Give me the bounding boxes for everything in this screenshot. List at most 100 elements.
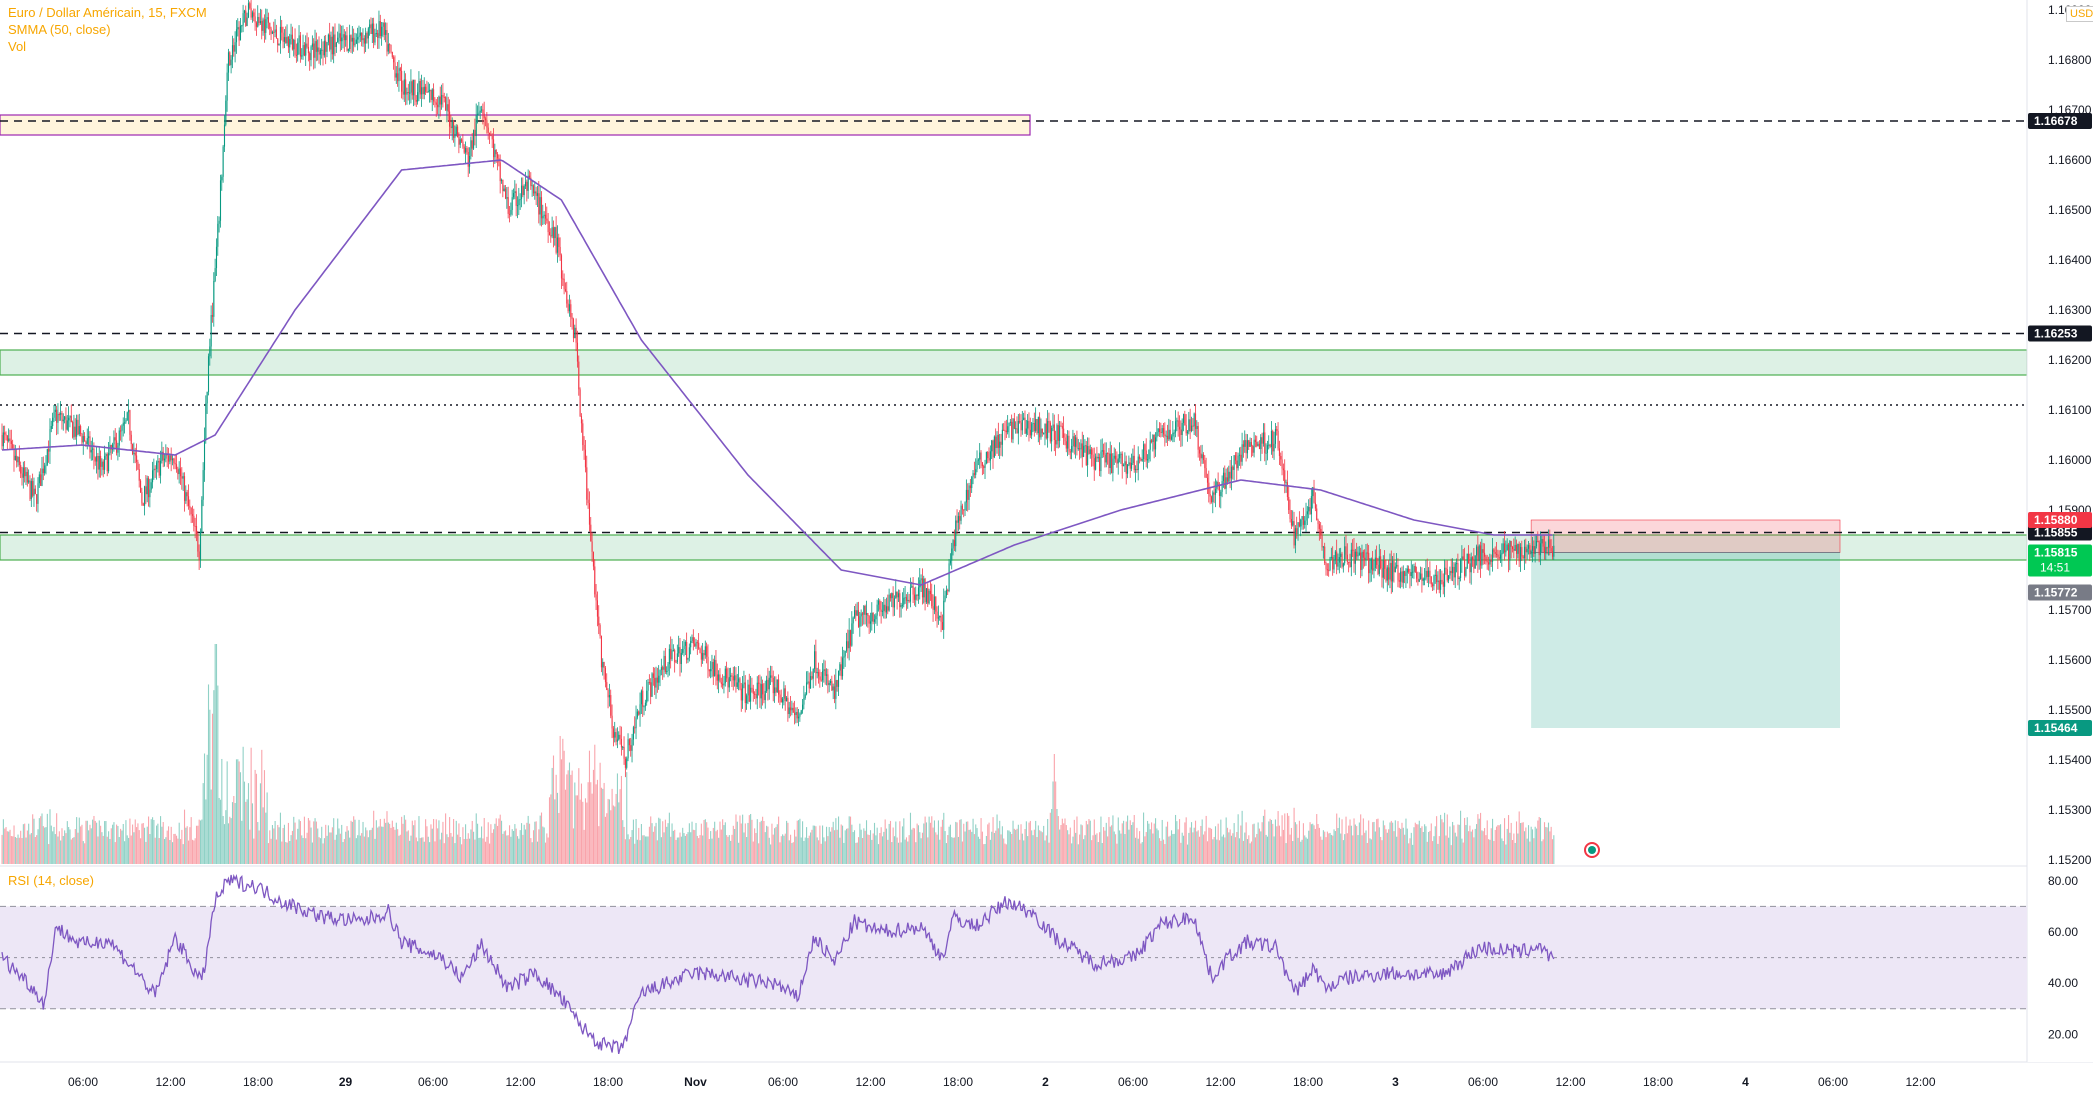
candle-body xyxy=(856,610,858,616)
candle-body xyxy=(538,193,540,215)
candle-body xyxy=(1513,548,1515,551)
candle-body xyxy=(58,414,60,416)
volume-bar xyxy=(1221,836,1223,864)
candle-body xyxy=(433,89,435,102)
candle-body xyxy=(270,28,272,34)
candle-body xyxy=(1217,481,1219,486)
volume-bar xyxy=(1040,831,1042,864)
candle-body xyxy=(703,653,705,656)
volume-bar xyxy=(1016,828,1018,864)
volume-bar xyxy=(598,826,600,864)
volume-bar xyxy=(398,835,400,864)
candle-body xyxy=(615,732,617,742)
candle-body xyxy=(899,593,901,608)
candle-body xyxy=(393,57,395,63)
volume-bar xyxy=(1281,815,1283,864)
volume-bar xyxy=(170,826,172,864)
volume-bar xyxy=(810,832,812,864)
volume-bar xyxy=(389,823,391,864)
volume-bar xyxy=(257,822,259,864)
volume-bar xyxy=(1020,824,1022,864)
candle-body xyxy=(979,452,981,460)
candle-body xyxy=(22,467,24,478)
volume-bar xyxy=(510,836,512,864)
volume-bar xyxy=(1344,834,1346,864)
candle-body xyxy=(154,468,156,470)
candle-body xyxy=(754,693,756,695)
candle-body xyxy=(1325,563,1327,570)
candle-body xyxy=(25,471,27,477)
candle-body xyxy=(1238,454,1241,456)
candle-body xyxy=(249,3,251,9)
candle-body xyxy=(251,12,254,18)
volume-bar xyxy=(646,836,648,864)
candle-body xyxy=(1480,545,1482,566)
candle-body xyxy=(1039,417,1041,438)
volume-bar xyxy=(311,842,313,864)
volume-bar xyxy=(551,767,553,864)
candle-body xyxy=(262,19,264,31)
candle-body xyxy=(610,695,612,716)
volume-bar xyxy=(973,834,975,864)
candle-body xyxy=(29,480,31,500)
candle-body xyxy=(1402,571,1404,583)
volume-bar xyxy=(1534,826,1536,864)
candle-body xyxy=(550,235,552,237)
candle-body xyxy=(76,419,78,437)
alert-icon[interactable] xyxy=(1584,842,1600,858)
candle-body xyxy=(873,619,876,622)
time-tick-label: 18:00 xyxy=(1293,1075,1323,1089)
volume-bar xyxy=(728,835,730,864)
volume-bar xyxy=(590,782,592,864)
candle-body xyxy=(1185,425,1187,434)
volume-bar xyxy=(532,830,535,864)
volume-bar xyxy=(607,798,609,864)
volume-bar xyxy=(1101,843,1103,864)
candle-body xyxy=(385,30,387,35)
volume-bar xyxy=(682,827,684,864)
volume-bar xyxy=(1087,824,1089,864)
candle-body xyxy=(295,54,297,56)
volume-bar xyxy=(638,827,640,864)
volume-bar xyxy=(852,832,854,864)
volume-bar xyxy=(798,820,800,864)
volume-bar xyxy=(1400,828,1402,864)
candle-body xyxy=(1096,456,1098,459)
candle-body xyxy=(865,613,868,615)
volume-bar xyxy=(1072,836,1074,864)
candle-body xyxy=(257,16,259,27)
volume-bar xyxy=(1324,831,1326,864)
volume-bar xyxy=(1489,839,1491,864)
candle-body xyxy=(146,478,148,495)
currency-badge[interactable]: USD xyxy=(2066,6,2093,22)
candle-body xyxy=(742,684,744,701)
candle-body xyxy=(1477,546,1479,562)
volume-bar xyxy=(563,750,565,864)
candle-body xyxy=(323,40,325,56)
volume-bar xyxy=(1550,826,1552,864)
volume-bar xyxy=(1093,819,1095,864)
candle-body xyxy=(501,179,503,182)
candle-body xyxy=(438,96,440,108)
volume-bar xyxy=(639,840,641,864)
candle-body xyxy=(704,646,706,656)
candle-body xyxy=(28,480,30,483)
volume-bar xyxy=(21,838,23,864)
volume-bar xyxy=(1493,840,1495,864)
candle-body xyxy=(321,49,323,51)
volume-bar xyxy=(664,819,666,864)
volume-bar xyxy=(1547,822,1550,864)
zone-1 xyxy=(0,349,2028,376)
volume-bar xyxy=(1092,835,1094,864)
candle-body xyxy=(1214,488,1217,495)
volume-bar xyxy=(1436,816,1438,864)
time-tick-label: 4 xyxy=(1742,1075,1749,1089)
candle-body xyxy=(595,594,597,601)
volume-bar xyxy=(76,817,78,864)
volume-bar xyxy=(1198,836,1201,864)
candle-body xyxy=(1457,563,1459,579)
candle-body xyxy=(1004,430,1006,432)
volume-bar xyxy=(367,837,369,864)
candle-body xyxy=(746,695,748,704)
